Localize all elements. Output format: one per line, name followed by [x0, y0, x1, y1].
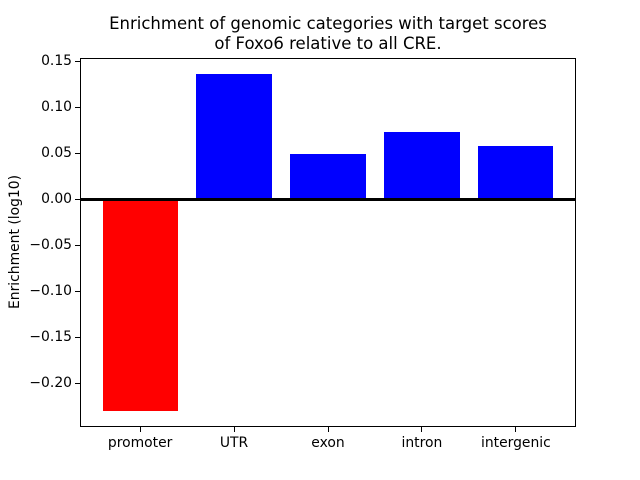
x-tick-mark: [327, 427, 329, 433]
y-tick-label: 0.10: [41, 99, 72, 116]
y-tick-label: 0.15: [41, 53, 72, 70]
x-tick-label-intron: intron: [401, 435, 443, 452]
x-tick-mark: [233, 427, 235, 433]
y-tick-mark: [75, 244, 80, 246]
x-tick-label-promoter: promoter: [107, 435, 173, 452]
chart-title-line1: Enrichment of genomic categories with ta…: [109, 14, 547, 33]
chart-title: Enrichment of genomic categories with ta…: [80, 14, 576, 54]
y-tick-mark: [75, 106, 80, 108]
y-tick-label: −0.15: [29, 329, 72, 346]
chart-title-line2: of Foxo6 relative to all CRE.: [214, 34, 442, 53]
y-tick-mark: [75, 198, 80, 200]
x-tick-label-UTR: UTR: [219, 435, 249, 452]
bar-UTR: [196, 74, 272, 200]
y-tick-label: −0.05: [29, 237, 72, 254]
x-tick-mark: [421, 427, 423, 433]
y-tick-mark: [75, 60, 80, 62]
y-tick-mark: [75, 382, 80, 384]
y-tick-label: −0.10: [29, 283, 72, 300]
y-tick-label: −0.20: [29, 375, 72, 392]
x-tick-mark: [139, 427, 141, 433]
y-tick-mark: [75, 336, 80, 338]
zero-line: [80, 197, 576, 201]
bar-promoter: [102, 199, 178, 411]
bar-intron: [384, 132, 460, 200]
bar-exon: [290, 154, 366, 200]
x-tick-label-exon: exon: [311, 435, 345, 452]
y-tick-mark: [75, 152, 80, 154]
x-tick-label-intergenic: intergenic: [480, 435, 551, 452]
x-tick-mark: [515, 427, 517, 433]
bar-intergenic: [478, 145, 554, 200]
y-tick-label: 0.00: [41, 191, 72, 208]
y-tick-label: 0.05: [41, 145, 72, 162]
y-tick-mark: [75, 290, 80, 292]
